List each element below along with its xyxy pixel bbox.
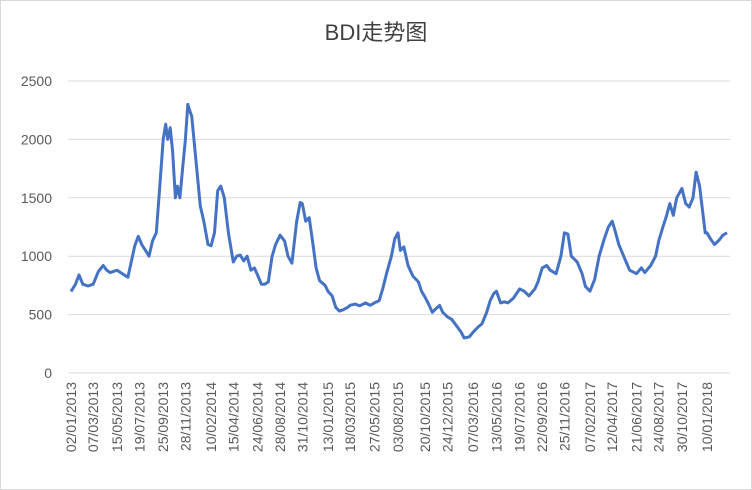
x-tick-label: 30/10/2017 (674, 382, 690, 452)
x-tick-label: 28/08/2014 (272, 382, 288, 452)
x-tick-label: 24/08/2017 (651, 382, 667, 452)
x-tick-label: 13/01/2015 (320, 382, 336, 452)
x-tick-label: 31/10/2014 (294, 382, 310, 452)
x-tick-label: 25/09/2013 (155, 382, 171, 452)
x-tick-label: 22/09/2016 (534, 382, 550, 452)
y-tick-label: 2500 (21, 73, 52, 89)
x-tick-label: 13/05/2016 (488, 382, 504, 452)
x-tick-label: 07/03/2016 (465, 382, 481, 452)
x-tick-label: 19/07/2016 (512, 382, 528, 452)
x-tick-label: 21/06/2017 (629, 382, 645, 452)
y-tick-label: 500 (29, 307, 53, 323)
x-tick-label: 10/02/2014 (203, 382, 219, 452)
x-tick-label: 24/12/2015 (440, 382, 456, 452)
x-tick-label: 20/10/2015 (417, 382, 433, 452)
x-tick-label: 15/05/2013 (109, 382, 125, 452)
y-tick-label: 1000 (21, 248, 52, 264)
y-tick-label: 0 (44, 365, 52, 381)
x-tick-label: 24/06/2014 (250, 382, 266, 452)
data-line (69, 102, 728, 340)
y-tick-label: 2000 (21, 131, 52, 147)
y-tick-label: 1500 (21, 190, 52, 206)
x-tick-label: 25/11/2016 (556, 382, 572, 451)
x-tick-label: 12/04/2017 (604, 382, 620, 452)
x-tick-label: 28/11/2013 (177, 382, 193, 451)
x-tick-label: 07/03/2013 (85, 382, 101, 452)
x-tick-label: 18/03/2015 (342, 382, 358, 452)
x-tick-label: 15/04/2014 (225, 382, 241, 452)
x-tick-label: 02/01/2013 (63, 382, 79, 452)
x-tick-label: 19/07/2013 (132, 382, 148, 452)
x-tick-label: 03/08/2015 (390, 382, 406, 452)
x-tick-label: 10/01/2018 (699, 382, 715, 452)
x-tick-label: 07/02/2017 (582, 382, 598, 452)
x-tick-label: 27/05/2015 (366, 382, 382, 452)
chart-title: BDI走势图 (325, 20, 428, 45)
